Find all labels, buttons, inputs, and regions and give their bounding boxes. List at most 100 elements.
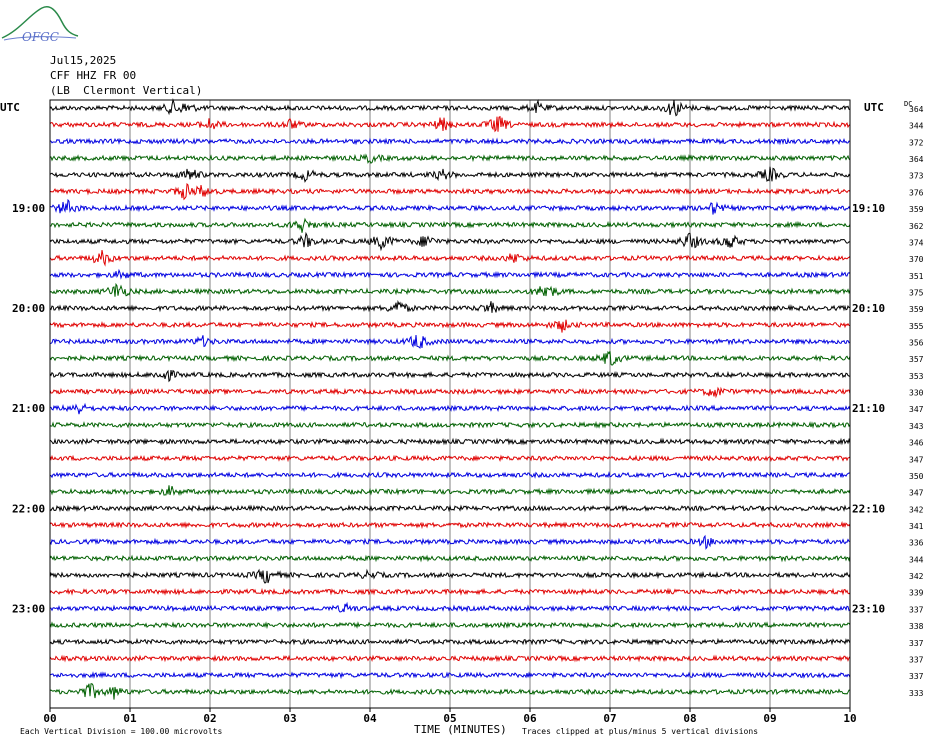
seismic-trace bbox=[49, 485, 851, 497]
left-time-label: 23:00 bbox=[12, 602, 45, 615]
footer-clip-note: Traces clipped at plus/minus 5 vertical … bbox=[522, 727, 758, 736]
header-site: (LB Clermont Vertical) bbox=[50, 84, 203, 97]
dc-offset-label: 337 bbox=[909, 605, 924, 614]
dc-offset-label: 356 bbox=[909, 339, 924, 348]
seismic-trace bbox=[49, 683, 850, 700]
right-time-label: 22:10 bbox=[852, 502, 885, 515]
logo-text: OFGC bbox=[22, 30, 59, 44]
dc-offset-label: 344 bbox=[909, 555, 924, 564]
seismic-trace bbox=[49, 153, 851, 164]
dc-header-label: DC bbox=[904, 100, 912, 108]
dc-offset-label: 359 bbox=[909, 205, 924, 214]
dc-offset-label: 372 bbox=[909, 138, 924, 147]
x-tick-label: 01 bbox=[123, 712, 137, 725]
seismic-trace bbox=[49, 554, 851, 563]
dc-offset-label: 364 bbox=[909, 155, 924, 164]
dc-offset-label: 333 bbox=[909, 689, 924, 698]
dc-offset-label: 344 bbox=[909, 122, 924, 131]
dc-offset-label: 337 bbox=[909, 655, 924, 664]
dc-offset-label: 337 bbox=[909, 672, 924, 681]
seismic-trace bbox=[49, 534, 851, 550]
x-tick-label: 09 bbox=[763, 712, 776, 725]
x-tick-label: 04 bbox=[363, 712, 377, 725]
dc-offset-label: 342 bbox=[909, 505, 924, 514]
header-date: Jul15,2025 bbox=[50, 54, 117, 67]
seismic-trace bbox=[49, 587, 851, 596]
x-tick-label: 03 bbox=[283, 712, 296, 725]
right-time-label: 21:10 bbox=[852, 402, 885, 415]
seismic-trace bbox=[49, 115, 851, 133]
dc-offset-label: 353 bbox=[909, 372, 924, 381]
right-time-label: 20:10 bbox=[852, 302, 885, 315]
left-time-label: 21:00 bbox=[12, 402, 45, 415]
seismic-trace bbox=[49, 420, 851, 429]
seismic-trace bbox=[49, 437, 851, 446]
seismic-trace bbox=[49, 454, 851, 463]
x-axis-title: TIME (MINUTES) bbox=[414, 723, 507, 736]
header-station: CFF HHZ FR 00 bbox=[50, 69, 137, 82]
right-timezone-label: UTC bbox=[864, 101, 884, 114]
left-time-label: 20:00 bbox=[12, 302, 45, 315]
seismic-trace bbox=[49, 334, 851, 349]
seismic-trace bbox=[49, 521, 851, 530]
dc-offset-label: 338 bbox=[909, 622, 924, 631]
ofgc-logo: OFGC bbox=[1, 6, 79, 44]
left-time-label: 19:00 bbox=[12, 202, 45, 215]
seismic-trace bbox=[49, 386, 851, 399]
dc-offset-label: 362 bbox=[909, 222, 924, 231]
dc-offset-label: 347 bbox=[909, 455, 924, 464]
dc-offset-label: 364 bbox=[909, 105, 924, 114]
logo-swoosh-icon bbox=[3, 36, 77, 41]
x-tick-label: 10 bbox=[843, 712, 856, 725]
seismic-trace bbox=[49, 621, 851, 630]
left-timezone-label: UTC bbox=[0, 101, 20, 114]
seismic-trace bbox=[49, 98, 851, 117]
dc-offset-label: 346 bbox=[909, 439, 924, 448]
seismic-trace bbox=[49, 166, 851, 183]
dc-offset-label: 375 bbox=[909, 288, 924, 297]
x-tick-label: 00 bbox=[43, 712, 56, 725]
x-tick-label: 08 bbox=[683, 712, 696, 725]
seismic-trace bbox=[49, 319, 851, 333]
dc-offset-label: 342 bbox=[909, 572, 924, 581]
seismic-trace bbox=[49, 268, 851, 280]
footer-scale-note: Each Vertical Division = 100.00 microvol… bbox=[20, 727, 222, 736]
dc-offset-label: 336 bbox=[909, 539, 924, 548]
seismic-trace bbox=[49, 671, 851, 680]
seismic-trace bbox=[49, 402, 851, 415]
seismic-trace bbox=[49, 369, 851, 383]
seismic-trace bbox=[49, 350, 851, 366]
seismic-trace bbox=[49, 471, 850, 479]
dc-offset-label: 330 bbox=[909, 389, 924, 398]
axis-labels: 00 01 02 03 04 05 06 07 08 09 10 364 344 372 364 373 376… bbox=[0, 100, 924, 736]
seismic-trace bbox=[49, 601, 851, 613]
x-tick-label: 05 bbox=[443, 712, 456, 725]
logo-mountain-icon bbox=[1, 6, 79, 39]
seismic-trace bbox=[49, 182, 851, 201]
seismic-trace bbox=[49, 137, 851, 146]
dc-offset-label: 341 bbox=[909, 522, 924, 531]
seismic-trace bbox=[49, 637, 851, 646]
x-tick-label: 07 bbox=[603, 712, 616, 725]
dc-offset-label: 343 bbox=[909, 422, 924, 431]
seismic-trace bbox=[49, 654, 851, 663]
dc-offset-label: 347 bbox=[909, 489, 924, 498]
dc-offset-label: 355 bbox=[909, 322, 924, 331]
seismic-trace bbox=[49, 217, 851, 233]
seismic-trace bbox=[49, 568, 851, 584]
right-time-label: 23:10 bbox=[852, 602, 885, 615]
seismic-trace bbox=[49, 504, 851, 513]
dc-offset-label: 370 bbox=[909, 255, 924, 264]
dc-offset-label: 337 bbox=[909, 639, 924, 648]
dc-offset-label: 376 bbox=[909, 188, 924, 197]
seismic-trace bbox=[49, 198, 851, 215]
dc-offset-label: 351 bbox=[909, 272, 924, 281]
dc-offset-label: 350 bbox=[909, 472, 924, 481]
seismic-trace bbox=[49, 282, 851, 297]
seismic-traces bbox=[49, 98, 851, 700]
dc-offset-label: 339 bbox=[909, 589, 924, 598]
left-time-label: 22:00 bbox=[12, 502, 45, 515]
seismic-trace bbox=[49, 250, 851, 267]
plot-frame bbox=[49, 99, 851, 709]
